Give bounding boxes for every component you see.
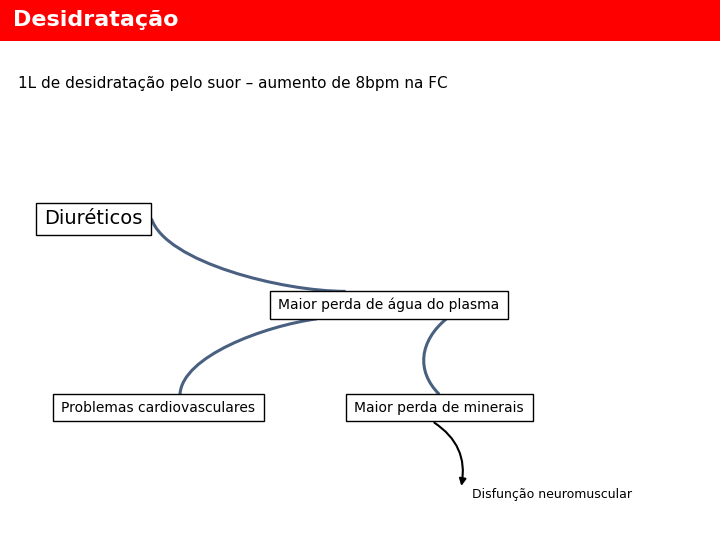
FancyBboxPatch shape — [53, 394, 264, 421]
Text: 1L de desidratação pelo suor – aumento de 8bpm na FC: 1L de desidratação pelo suor – aumento d… — [18, 76, 448, 91]
FancyBboxPatch shape — [346, 394, 533, 421]
Text: Maior perda de água do plasma: Maior perda de água do plasma — [278, 298, 500, 312]
Text: Diuréticos: Diuréticos — [45, 209, 143, 228]
Text: Problemas cardiovasculares: Problemas cardiovasculares — [61, 401, 256, 415]
Text: Desidratação: Desidratação — [13, 10, 179, 30]
FancyBboxPatch shape — [0, 0, 720, 40]
Text: Maior perda de minerais: Maior perda de minerais — [354, 401, 524, 415]
FancyBboxPatch shape — [36, 202, 151, 235]
Text: Disfunção neuromuscular: Disfunção neuromuscular — [472, 488, 631, 501]
FancyBboxPatch shape — [269, 292, 508, 319]
